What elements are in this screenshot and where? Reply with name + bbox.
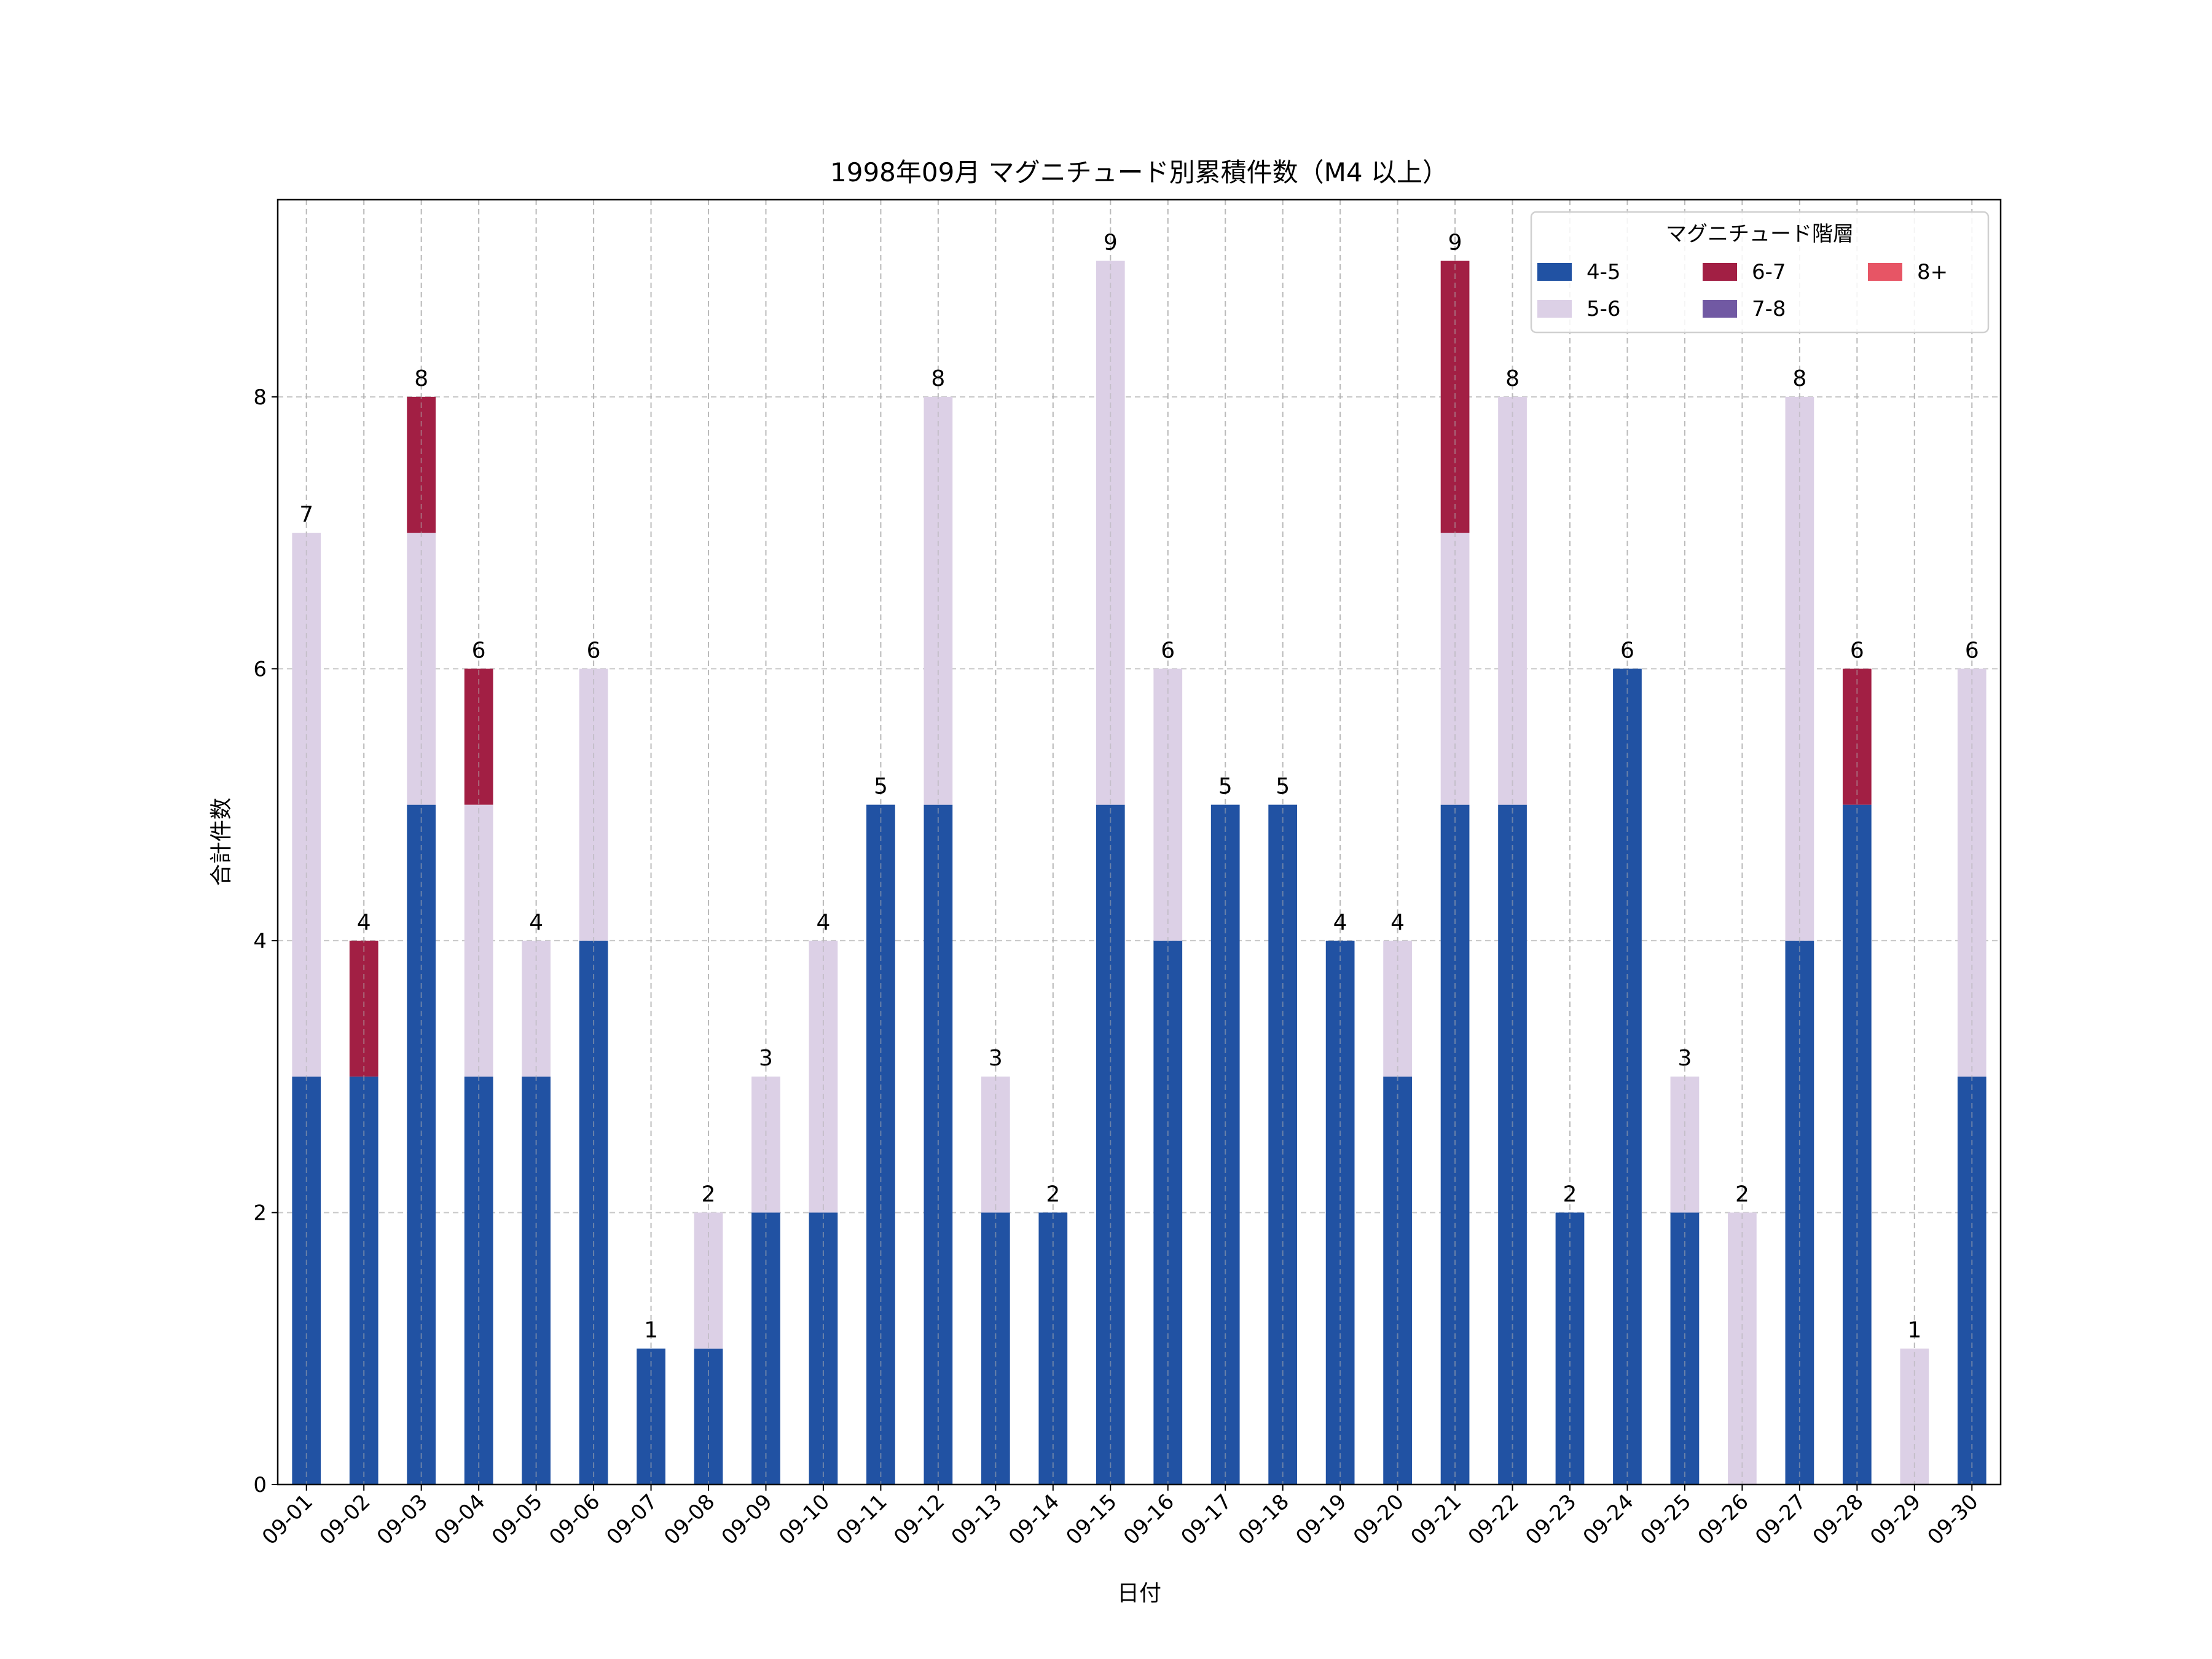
- total-label: 9: [1448, 230, 1462, 256]
- legend-swatch-8+: [1868, 263, 1902, 281]
- legend-label: 6-7: [1752, 260, 1786, 284]
- legend-swatch-7-8: [1703, 300, 1737, 318]
- x-tick-label: 09-10: [774, 1489, 834, 1550]
- total-label: 2: [1735, 1182, 1749, 1207]
- total-label: 1: [644, 1318, 658, 1343]
- y-tick-label: 8: [253, 385, 267, 410]
- total-label: 6: [472, 638, 486, 663]
- x-axis: 09-0109-0209-0309-0409-0509-0609-0709-08…: [257, 1484, 1983, 1550]
- legend-label: 8+: [1917, 260, 1948, 284]
- x-tick-label: 09-20: [1349, 1489, 1409, 1550]
- bar-segment-5-6: [1383, 940, 1412, 1077]
- legend-label: 7-8: [1752, 297, 1786, 321]
- x-tick-label: 09-19: [1291, 1489, 1351, 1550]
- data-labels: 7 4 8 6 4 6 1 2 3 4 5 8 3 2 9 6 5 5 4 4 9 8 2 6 3 2 8 6 1 6: [299, 230, 1979, 1343]
- x-tick-label: 09-06: [544, 1489, 605, 1550]
- legend-swatch-6-7: [1703, 263, 1737, 281]
- total-label: 2: [702, 1182, 716, 1207]
- x-tick-label: 09-11: [832, 1489, 892, 1550]
- legend-title: マグニチュード階層: [1666, 222, 1854, 246]
- total-label: 3: [759, 1046, 773, 1071]
- y-axis: 0 2 4 6 8: [253, 385, 278, 1497]
- total-label: 9: [1104, 230, 1118, 256]
- bars: [292, 200, 1986, 1484]
- total-label: 4: [357, 910, 371, 935]
- y-tick-label: 2: [253, 1201, 267, 1225]
- x-tick-label: 09-02: [315, 1489, 375, 1550]
- x-tick-label: 09-14: [1004, 1489, 1064, 1550]
- x-tick-label: 09-28: [1808, 1489, 1869, 1550]
- total-label: 7: [299, 502, 313, 527]
- bar-segment-6-7: [349, 940, 378, 1077]
- x-tick-label: 09-15: [1061, 1489, 1121, 1550]
- total-label: 4: [1333, 910, 1347, 935]
- total-label: 8: [1792, 366, 1806, 391]
- x-tick-label: 09-17: [1176, 1489, 1236, 1550]
- x-tick-label: 09-21: [1406, 1489, 1466, 1550]
- total-label: 6: [1965, 638, 1979, 663]
- total-label: 1: [1907, 1318, 1921, 1343]
- legend-label: 5-6: [1586, 297, 1621, 321]
- x-tick-label: 09-24: [1579, 1489, 1639, 1550]
- x-tick-label: 09-04: [429, 1489, 490, 1550]
- total-label: 6: [587, 638, 601, 663]
- total-label: 6: [1850, 638, 1864, 663]
- x-tick-label: 09-03: [372, 1489, 433, 1550]
- total-label: 5: [1276, 774, 1290, 799]
- x-tick-label: 09-16: [1119, 1489, 1179, 1550]
- total-label: 2: [1046, 1182, 1060, 1207]
- total-label: 8: [931, 366, 945, 391]
- y-tick-label: 6: [253, 657, 267, 681]
- x-tick-label: 09-09: [717, 1489, 777, 1550]
- x-tick-label: 09-26: [1693, 1489, 1754, 1550]
- x-tick-label: 09-22: [1464, 1489, 1524, 1550]
- x-tick-label: 09-25: [1636, 1489, 1696, 1550]
- x-tick-label: 09-18: [1234, 1489, 1294, 1550]
- bar-segment-6-7: [407, 396, 436, 533]
- x-tick-label: 09-30: [1923, 1489, 1983, 1550]
- x-tick-label: 09-08: [659, 1489, 720, 1550]
- legend-swatch-4-5: [1537, 263, 1572, 281]
- bar-segment-5-6: [522, 940, 551, 1077]
- y-tick-label: 4: [253, 929, 267, 954]
- y-axis-label: 合計件数: [209, 798, 234, 886]
- total-label: 8: [414, 366, 428, 391]
- total-label: 5: [874, 774, 888, 799]
- total-label: 4: [529, 910, 543, 935]
- x-tick-label: 09-13: [947, 1489, 1007, 1550]
- total-label: 4: [1390, 910, 1405, 935]
- total-label: 3: [989, 1046, 1003, 1071]
- x-axis-label: 日付: [1117, 1581, 1161, 1606]
- x-tick-label: 09-27: [1751, 1489, 1811, 1550]
- legend-swatch-5-6: [1537, 300, 1572, 318]
- legend: マグニチュード階層 4-5 5-6 6-7 7-8 8+: [1530, 211, 1990, 334]
- plot-frame: [276, 198, 2002, 1486]
- x-tick-label: 09-01: [257, 1489, 318, 1550]
- total-label: 5: [1218, 774, 1233, 799]
- x-tick-label: 09-29: [1865, 1489, 1926, 1550]
- legend-frame: [1530, 211, 1990, 334]
- y-tick-label: 0: [253, 1473, 267, 1497]
- total-label: 6: [1161, 638, 1175, 663]
- x-tick-label: 09-05: [487, 1489, 547, 1550]
- x-tick-label: 09-12: [889, 1489, 949, 1550]
- x-tick-label: 09-07: [602, 1489, 662, 1550]
- chart-title: 1998年09月 マグニチュード別累積件数（M4 以上）: [830, 157, 1448, 187]
- x-tick-label: 09-23: [1521, 1489, 1581, 1550]
- total-label: 4: [816, 910, 830, 935]
- total-label: 6: [1620, 638, 1634, 663]
- total-label: 2: [1563, 1182, 1577, 1207]
- legend-label: 4-5: [1586, 260, 1621, 284]
- total-label: 8: [1505, 366, 1520, 391]
- total-label: 3: [1677, 1046, 1692, 1071]
